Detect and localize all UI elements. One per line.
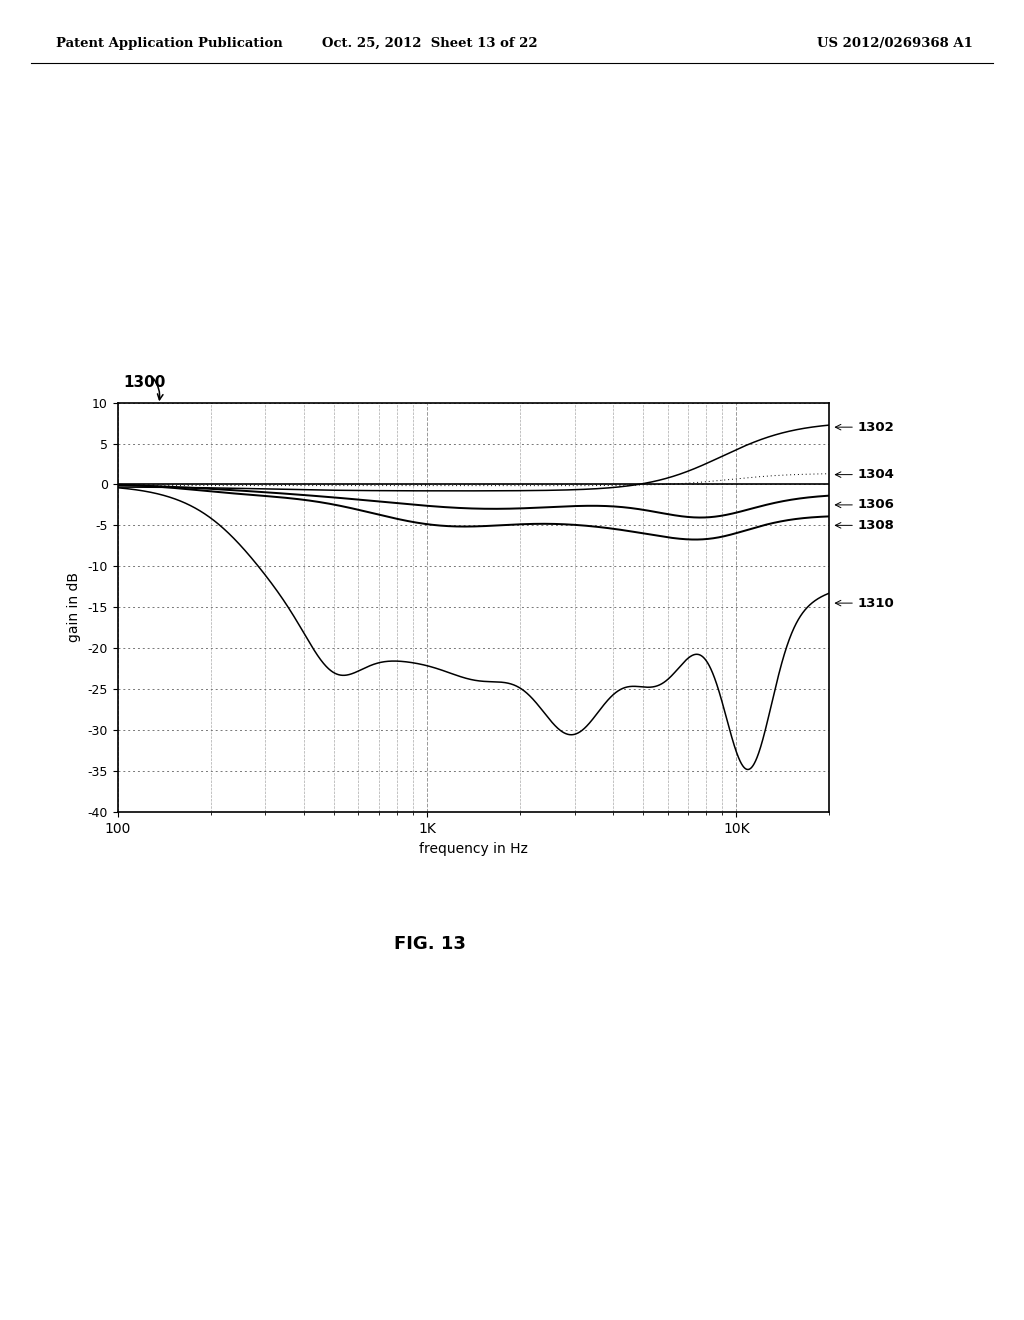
Text: Patent Application Publication: Patent Application Publication: [56, 37, 283, 50]
Text: 1304: 1304: [857, 469, 894, 480]
Text: FIG. 13: FIG. 13: [394, 935, 466, 953]
Text: 1300: 1300: [123, 375, 165, 391]
Text: 1302: 1302: [857, 421, 894, 434]
Text: 1310: 1310: [857, 597, 894, 610]
Y-axis label: gain in dB: gain in dB: [67, 572, 81, 643]
Text: 1308: 1308: [857, 519, 894, 532]
X-axis label: frequency in Hz: frequency in Hz: [419, 842, 528, 857]
Text: US 2012/0269368 A1: US 2012/0269368 A1: [817, 37, 973, 50]
Text: 1306: 1306: [857, 499, 894, 511]
Text: Oct. 25, 2012  Sheet 13 of 22: Oct. 25, 2012 Sheet 13 of 22: [323, 37, 538, 50]
